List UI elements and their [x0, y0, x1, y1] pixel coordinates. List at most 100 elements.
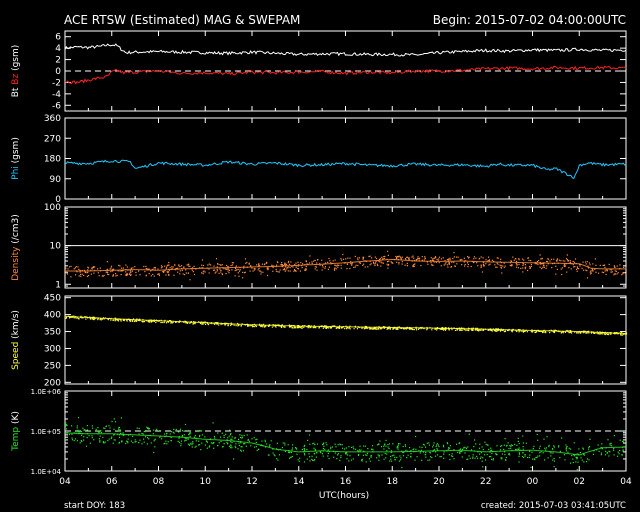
data-point: [289, 266, 291, 269]
data-point: [188, 429, 190, 432]
data-point: [459, 442, 461, 444]
data-point: [307, 327, 309, 329]
data-point: [70, 276, 72, 278]
data-point: [478, 258, 480, 260]
data-point: [308, 262, 311, 264]
data-point: [527, 456, 529, 459]
data-point: [388, 443, 390, 445]
data-point: [299, 326, 301, 328]
data-point: [454, 329, 457, 331]
data-point: [467, 329, 469, 331]
data-point: [97, 319, 99, 321]
data-point: [599, 333, 601, 335]
data-point: [511, 264, 513, 266]
data-point: [194, 446, 196, 448]
data-point: [436, 449, 439, 451]
data-point: [392, 327, 394, 329]
data-point: [517, 448, 520, 450]
data-point: [371, 328, 373, 330]
data-point: [509, 454, 511, 456]
y-tick-label: 1.0E+05: [31, 428, 61, 436]
data-point: [350, 459, 353, 461]
data-point: [134, 320, 136, 322]
data-point: [265, 325, 267, 327]
y-tick-label: 10: [50, 242, 62, 252]
data-point: [620, 333, 622, 335]
data-point: [311, 458, 313, 460]
data-point: [216, 269, 218, 271]
data-point: [546, 265, 548, 267]
data-point: [141, 432, 143, 435]
data-point: [104, 427, 106, 429]
data-point: [177, 271, 179, 273]
y-axis-label: Bt Bz (gsm): [11, 45, 21, 98]
data-point: [327, 449, 329, 451]
data-point: [108, 274, 110, 276]
data-point: [199, 434, 201, 437]
data-point: [531, 329, 533, 331]
data-point: [125, 271, 127, 273]
data-point: [335, 446, 337, 448]
data-point: [482, 257, 484, 259]
data-point: [436, 443, 438, 445]
data-point: [335, 327, 337, 329]
data-point: [158, 273, 160, 275]
data-point: [520, 330, 522, 332]
data-point: [351, 446, 353, 448]
data-point: [529, 450, 531, 452]
data-point: [85, 445, 88, 447]
data-point: [487, 260, 489, 262]
data-point: [412, 255, 414, 257]
data-point: [509, 445, 511, 447]
data-point: [125, 442, 127, 445]
data-point: [619, 439, 621, 441]
data-point: [504, 454, 506, 456]
data-point: [314, 266, 316, 268]
data-point: [178, 435, 180, 437]
data-point: [212, 422, 214, 424]
data-point: [146, 426, 148, 428]
data-point: [445, 262, 447, 264]
data-point: [361, 458, 363, 460]
data-point: [114, 421, 117, 423]
data-point: [453, 449, 455, 451]
data-point: [491, 330, 493, 332]
data-point: [419, 257, 421, 259]
data-point: [220, 264, 222, 266]
data-point: [161, 321, 163, 324]
data-point: [86, 425, 88, 427]
data-point: [312, 327, 314, 329]
data-point: [384, 443, 386, 445]
data-point: [243, 443, 245, 445]
data-point: [549, 260, 551, 262]
data-point: [342, 253, 344, 256]
data-point: [342, 447, 344, 449]
data-point: [97, 268, 99, 270]
data-point: [303, 326, 305, 328]
data-point: [547, 263, 549, 265]
data-point: [565, 447, 567, 449]
data-point: [162, 271, 164, 273]
data-point: [345, 452, 347, 454]
data-point: [100, 432, 102, 434]
data-point: [300, 262, 302, 264]
data-point: [131, 270, 133, 272]
data-point: [283, 326, 285, 328]
data-point: [179, 266, 181, 268]
data-point: [179, 273, 181, 275]
data-point: [597, 444, 599, 446]
data-point: [228, 429, 231, 431]
data-point: [522, 448, 524, 450]
data-point: [522, 452, 524, 454]
data-point: [253, 325, 255, 327]
data-point: [383, 458, 385, 460]
data-point: [314, 449, 316, 451]
data-point: [431, 329, 433, 331]
data-point: [378, 454, 380, 456]
data-point: [88, 275, 90, 277]
data-point: [276, 261, 278, 263]
data-point: [404, 444, 406, 446]
data-point: [406, 457, 408, 459]
data-point: [564, 260, 566, 262]
data-point: [386, 263, 388, 265]
